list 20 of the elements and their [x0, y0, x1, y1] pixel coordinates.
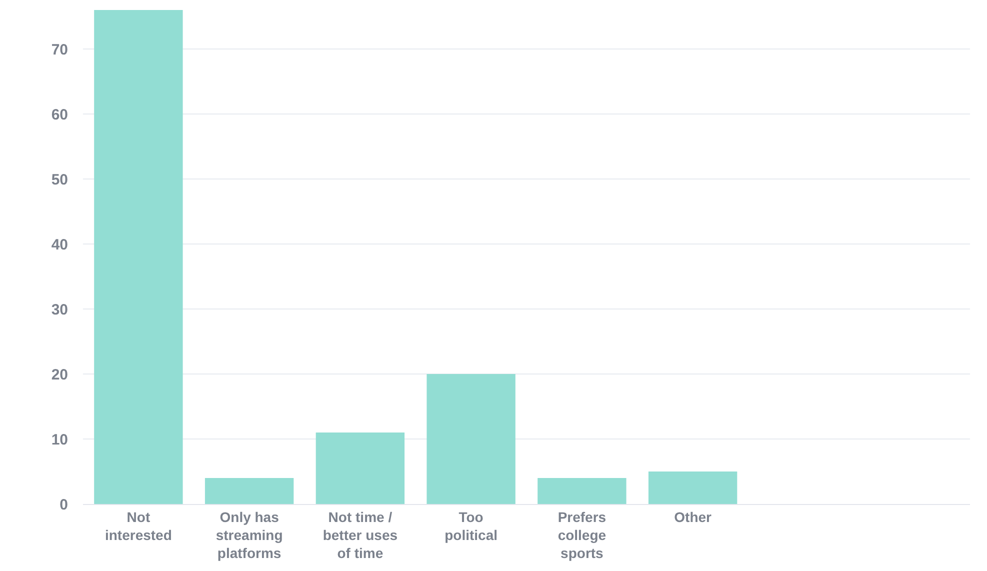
- x-tick-label: Only has streaming platforms: [216, 508, 283, 562]
- y-tick-label: 50: [51, 171, 68, 188]
- y-tick-label: 0: [60, 496, 68, 514]
- bar: [94, 10, 183, 504]
- bar: [648, 472, 738, 504]
- x-tick-label: Not interested: [104, 508, 172, 543]
- y-tick-label: 70: [51, 41, 68, 58]
- x-tick-label: Other: [674, 508, 712, 525]
- bar: [316, 432, 405, 504]
- bar: [426, 374, 516, 504]
- y-tick-label: 30: [51, 301, 68, 318]
- y-tick-label: 10: [51, 431, 68, 448]
- bar: [204, 478, 294, 504]
- y-tick-label: 60: [51, 106, 68, 124]
- x-tick-label: Not time / better uses of time: [322, 508, 398, 562]
- bar: [538, 478, 626, 504]
- y-tick-label: 20: [51, 366, 68, 384]
- y-tick-label: 40: [51, 236, 68, 254]
- x-tick-label: Too political: [444, 508, 498, 543]
- x-tick-label: Prefers college sports: [558, 508, 606, 562]
